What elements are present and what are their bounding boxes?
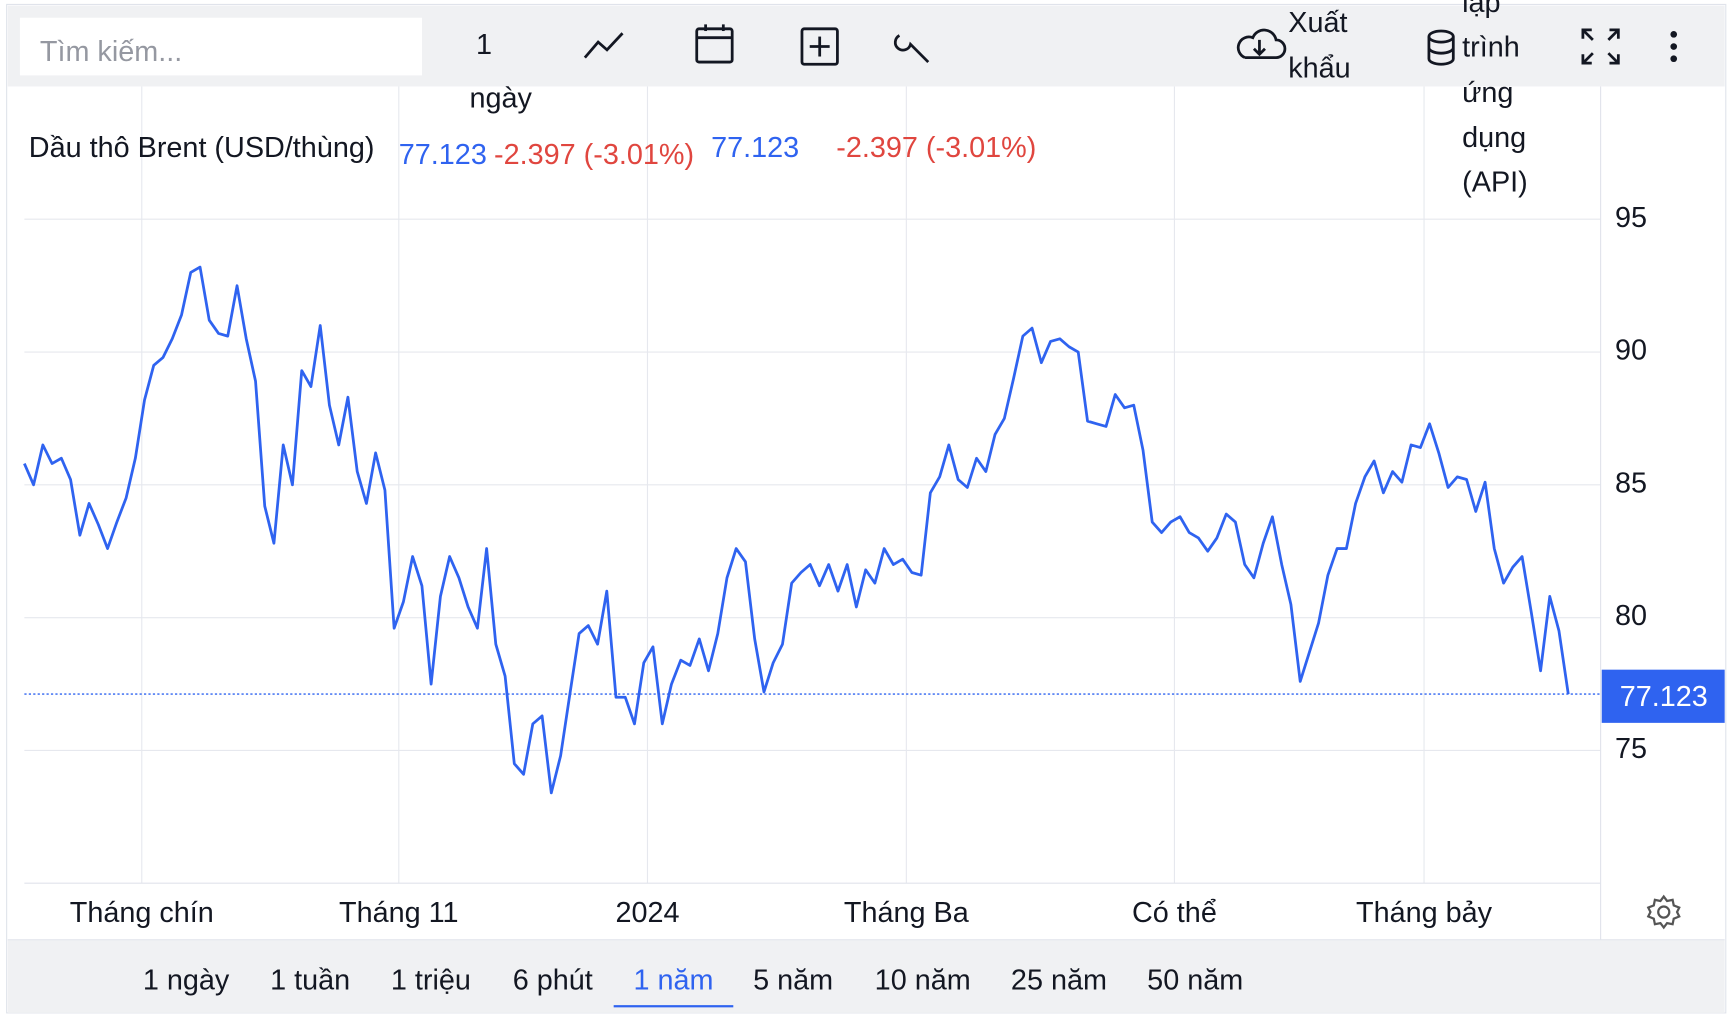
- plot: [23, 86, 1602, 940]
- range-option[interactable]: 6 phút: [513, 964, 593, 996]
- y-tick-label: 80: [1615, 600, 1647, 632]
- y-tick-label: 95: [1615, 202, 1647, 234]
- fullscreen-icon[interactable]: [1581, 28, 1620, 65]
- calendar-icon[interactable]: [695, 24, 734, 64]
- search-placeholder: Tìm kiếm...: [40, 36, 182, 68]
- export-label[interactable]: Xuất: [1288, 7, 1347, 39]
- range-option[interactable]: 5 năm: [753, 964, 833, 996]
- y-tick-label: 85: [1615, 467, 1647, 499]
- x-tick-label: Có thể: [1132, 897, 1217, 929]
- range-option[interactable]: 50 năm: [1147, 964, 1243, 996]
- interval-unit: ngày: [469, 82, 532, 114]
- y-tick-label: 75: [1615, 733, 1647, 765]
- legend-change: -2.397 (-3.01%): [836, 132, 1036, 164]
- chart-type-icon[interactable]: [583, 32, 624, 59]
- price-line: [23, 265, 1570, 795]
- legend-price: 77.123: [711, 132, 799, 164]
- api-label[interactable]: lập: [1462, 0, 1500, 19]
- legend-symbol: Dầu thô Brent (USD/thùng): [29, 132, 375, 164]
- api-label[interactable]: (API): [1462, 167, 1528, 199]
- api-label[interactable]: ứng: [1462, 77, 1513, 109]
- axis-settings-icon[interactable]: [1646, 894, 1681, 930]
- x-tick-label: Tháng chín: [70, 897, 214, 929]
- range-option[interactable]: 1 năm: [633, 964, 713, 996]
- menu-icon[interactable]: [1670, 31, 1678, 63]
- x-tick-label: Tháng 11: [339, 897, 459, 929]
- x-tick-label: Tháng bảy: [1356, 897, 1493, 929]
- api-label[interactable]: trình: [1462, 31, 1520, 63]
- export-label[interactable]: khẩu: [1288, 52, 1350, 84]
- interval-button[interactable]: 1: [476, 29, 492, 61]
- range-option[interactable]: 1 ngày: [143, 964, 230, 996]
- y-tick-label: 90: [1615, 335, 1647, 367]
- last-price-tag: [1601, 669, 1725, 723]
- range-option[interactable]: 1 tuần: [270, 964, 350, 996]
- legend-change: -2.397 (-3.01%): [494, 139, 694, 171]
- range-option[interactable]: 10 năm: [875, 964, 971, 996]
- range-selected-underline: [613, 1005, 734, 1008]
- api-icon[interactable]: [1427, 29, 1455, 66]
- range-option[interactable]: 25 năm: [1011, 964, 1107, 996]
- x-tick-label: Tháng Ba: [844, 897, 970, 929]
- export-icon[interactable]: [1236, 28, 1287, 60]
- api-label[interactable]: dụng: [1462, 122, 1526, 154]
- indicator-icon[interactable]: [800, 27, 839, 66]
- search-box[interactable]: [19, 17, 423, 76]
- range-option[interactable]: 1 triệu: [391, 964, 471, 996]
- x-tick-label: 2024: [615, 897, 679, 929]
- settings-icon[interactable]: [893, 34, 930, 64]
- legend-price: 77.123: [399, 139, 487, 171]
- range-bar: [7, 939, 1725, 1013]
- frame: [6, 3, 1727, 1014]
- last-price-label: 77.123: [1620, 681, 1708, 713]
